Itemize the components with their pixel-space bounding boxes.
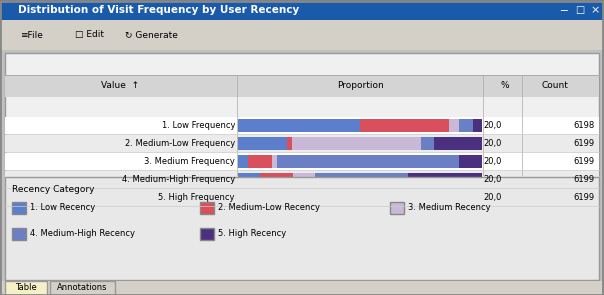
Text: Count: Count	[542, 81, 568, 91]
Text: 20,0: 20,0	[484, 157, 502, 166]
Text: 3. Medium Recency: 3. Medium Recency	[408, 204, 490, 212]
FancyBboxPatch shape	[50, 281, 115, 295]
FancyBboxPatch shape	[315, 173, 408, 186]
FancyBboxPatch shape	[459, 119, 474, 132]
Text: ─: ─	[560, 5, 567, 15]
FancyBboxPatch shape	[5, 135, 599, 152]
Text: 1. Low Recency: 1. Low Recency	[30, 204, 95, 212]
FancyBboxPatch shape	[459, 155, 482, 168]
FancyBboxPatch shape	[405, 191, 440, 204]
FancyBboxPatch shape	[292, 137, 421, 150]
Text: 1. Low Frequency: 1. Low Frequency	[161, 121, 235, 130]
Text: 20,0: 20,0	[484, 139, 502, 148]
Text: 20,0: 20,0	[484, 175, 502, 184]
FancyBboxPatch shape	[5, 153, 599, 170]
FancyBboxPatch shape	[272, 155, 277, 168]
FancyBboxPatch shape	[434, 137, 482, 150]
Text: 6199: 6199	[574, 139, 595, 148]
Text: 6198: 6198	[574, 121, 595, 130]
Text: 6199: 6199	[574, 193, 595, 202]
Text: ×: ×	[590, 5, 599, 15]
FancyBboxPatch shape	[0, 281, 604, 295]
FancyBboxPatch shape	[12, 202, 26, 214]
FancyBboxPatch shape	[238, 137, 287, 150]
FancyBboxPatch shape	[277, 155, 459, 168]
Text: %: %	[501, 81, 509, 91]
FancyBboxPatch shape	[238, 173, 260, 186]
Text: □: □	[575, 5, 584, 15]
FancyBboxPatch shape	[238, 119, 360, 132]
Text: Annotations: Annotations	[57, 283, 108, 293]
FancyBboxPatch shape	[310, 191, 358, 204]
FancyBboxPatch shape	[200, 202, 214, 214]
FancyBboxPatch shape	[5, 75, 599, 97]
Text: 2. Medium-Low Frequency: 2. Medium-Low Frequency	[125, 139, 235, 148]
Text: Table: Table	[15, 283, 37, 293]
Text: 5. High Frequency: 5. High Frequency	[158, 193, 235, 202]
FancyBboxPatch shape	[358, 191, 405, 204]
FancyBboxPatch shape	[408, 173, 482, 186]
Text: ≡File: ≡File	[20, 30, 43, 40]
FancyBboxPatch shape	[360, 119, 449, 132]
FancyBboxPatch shape	[440, 191, 482, 204]
FancyBboxPatch shape	[5, 189, 599, 206]
Text: Recency Category: Recency Category	[12, 185, 94, 194]
FancyBboxPatch shape	[238, 155, 248, 168]
FancyBboxPatch shape	[5, 117, 599, 134]
FancyBboxPatch shape	[12, 228, 26, 240]
Text: 6199: 6199	[574, 157, 595, 166]
FancyBboxPatch shape	[0, 20, 604, 50]
Text: 4. Medium-High Frequency: 4. Medium-High Frequency	[122, 175, 235, 184]
FancyBboxPatch shape	[200, 228, 214, 240]
Text: 4. Medium-High Recency: 4. Medium-High Recency	[30, 230, 135, 238]
Text: 2. Medium-Low Recency: 2. Medium-Low Recency	[218, 204, 320, 212]
FancyBboxPatch shape	[5, 281, 47, 295]
Text: □ Edit: □ Edit	[75, 30, 104, 40]
FancyBboxPatch shape	[293, 173, 315, 186]
FancyBboxPatch shape	[5, 53, 599, 175]
Text: ↻ Generate: ↻ Generate	[125, 30, 178, 40]
FancyBboxPatch shape	[238, 191, 310, 204]
FancyBboxPatch shape	[260, 173, 293, 186]
FancyBboxPatch shape	[0, 0, 604, 20]
FancyBboxPatch shape	[5, 171, 599, 188]
Text: 20,0: 20,0	[484, 121, 502, 130]
FancyBboxPatch shape	[474, 119, 482, 132]
Text: 5. High Recency: 5. High Recency	[218, 230, 286, 238]
FancyBboxPatch shape	[5, 177, 599, 280]
Text: 20,0: 20,0	[484, 193, 502, 202]
FancyBboxPatch shape	[449, 119, 459, 132]
Text: Distribution of Visit Frequency by User Recency: Distribution of Visit Frequency by User …	[18, 5, 299, 15]
Text: 6199: 6199	[574, 175, 595, 184]
Text: 3. Medium Frequency: 3. Medium Frequency	[144, 157, 235, 166]
FancyBboxPatch shape	[421, 137, 434, 150]
FancyBboxPatch shape	[287, 137, 292, 150]
FancyBboxPatch shape	[248, 155, 272, 168]
Text: Proportion: Proportion	[336, 81, 384, 91]
FancyBboxPatch shape	[390, 202, 404, 214]
Text: Value  ↑: Value ↑	[101, 81, 139, 91]
